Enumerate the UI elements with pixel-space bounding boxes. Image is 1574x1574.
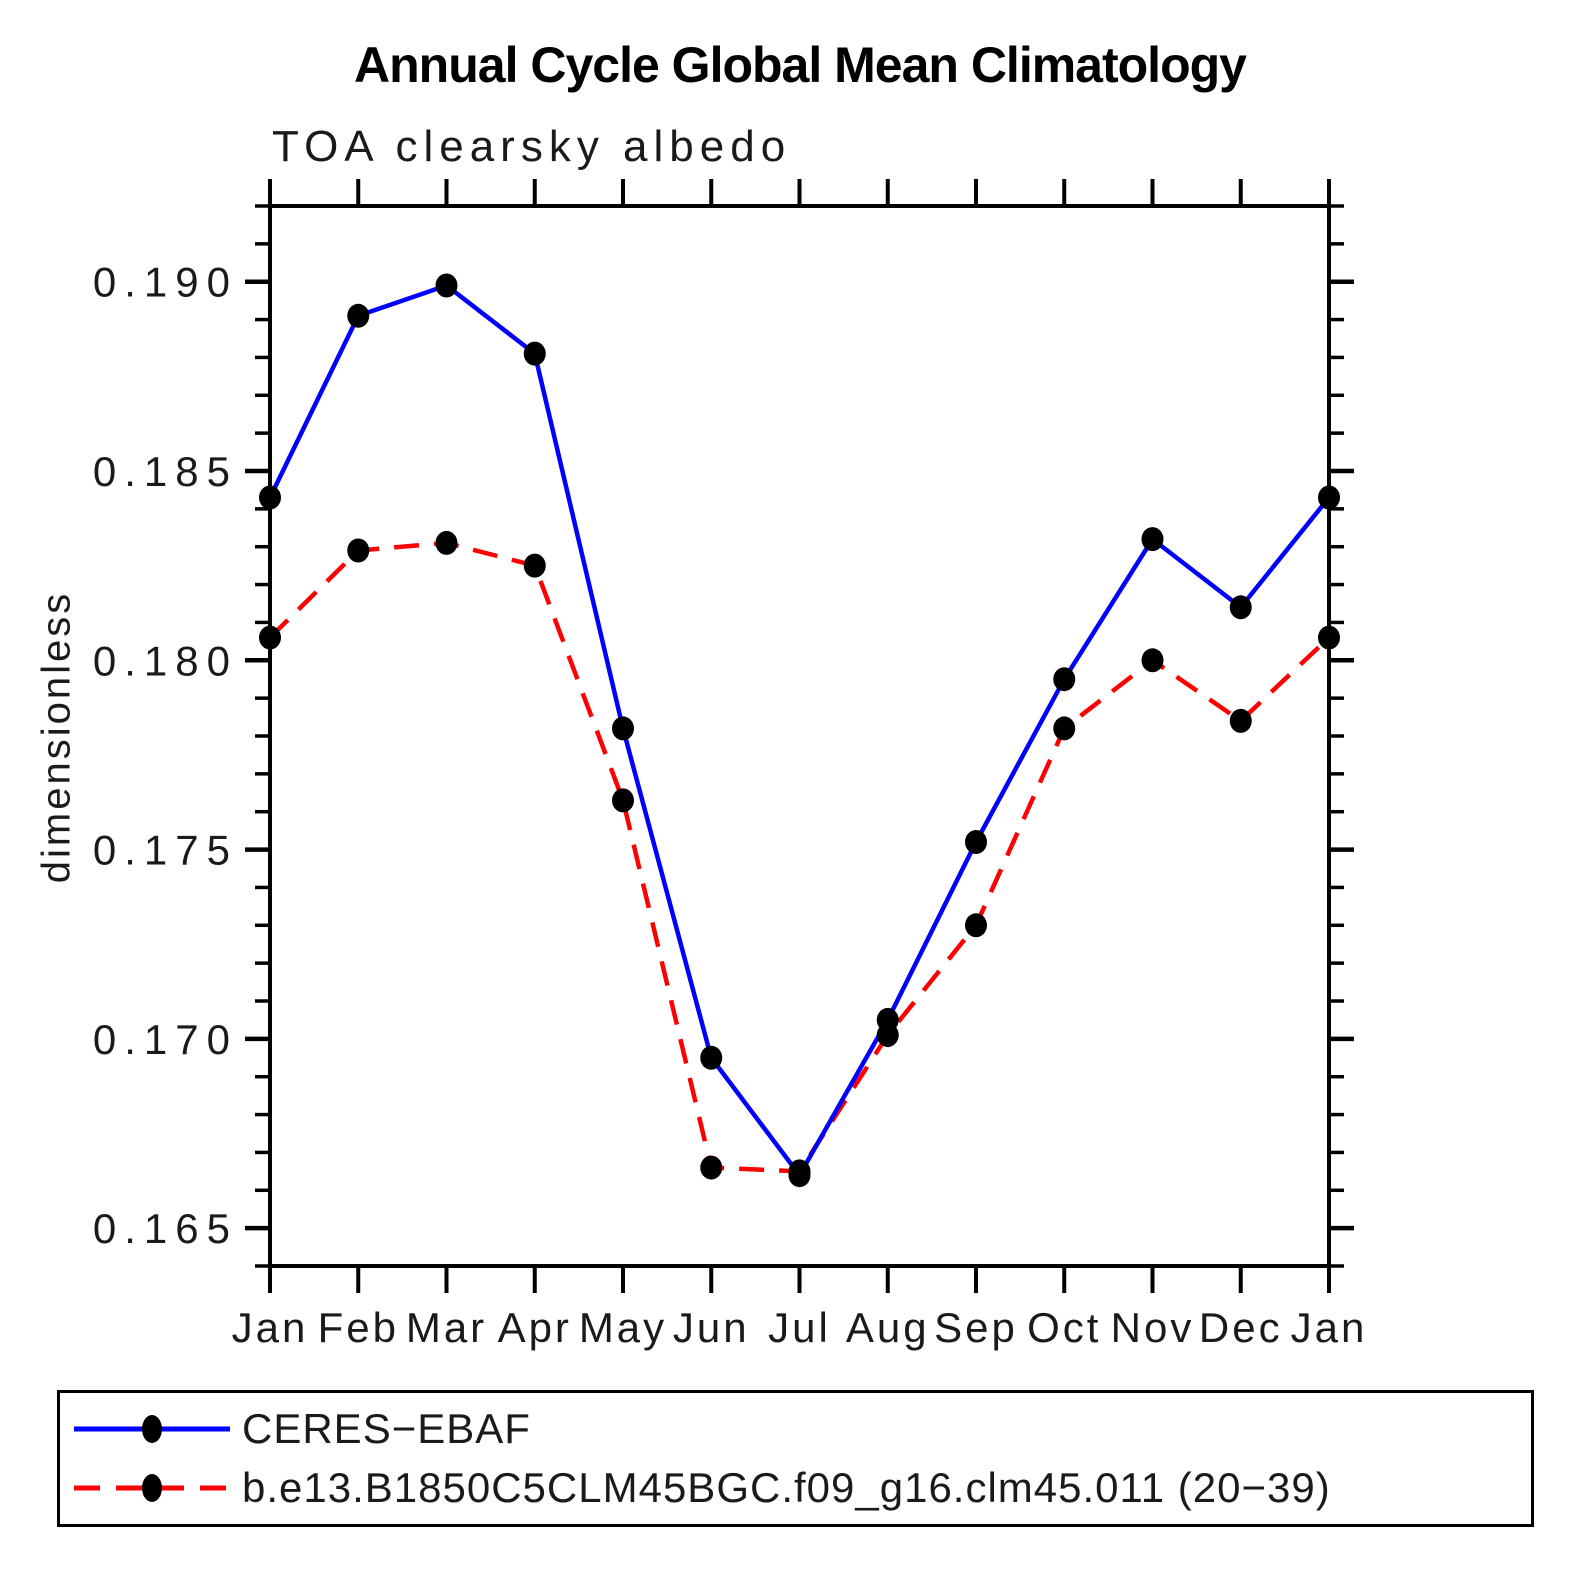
- data-point-marker: [347, 538, 370, 563]
- data-point-marker: [700, 1045, 723, 1070]
- x-tick-label: Feb: [318, 1304, 399, 1351]
- legend-line-sample: [74, 1414, 230, 1443]
- data-point-marker: [788, 1159, 811, 1184]
- data-point-marker: [1229, 595, 1252, 620]
- x-tick-label: Aug: [846, 1304, 930, 1351]
- legend-item-model: b.e13.B1850C5CLM45BGC.f09_g16.clm45.011 …: [68, 1464, 1531, 1512]
- x-tick-label: Jan: [232, 1304, 309, 1351]
- x-tick-label: Nov: [1111, 1304, 1195, 1351]
- y-tick-label: 0.175: [93, 827, 238, 874]
- plot-frame: [268, 204, 1331, 1268]
- data-point-marker: [876, 1023, 899, 1048]
- x-tick-label: Dec: [1199, 1304, 1283, 1351]
- y-tick-label: 0.170: [93, 1016, 238, 1063]
- x-tick-label: Jan: [1291, 1304, 1368, 1351]
- data-point-marker: [523, 553, 546, 578]
- data-point-marker: [259, 485, 281, 510]
- data-point-marker: [965, 913, 987, 938]
- legend-marker-icon: [142, 1414, 162, 1443]
- y-tick-label: 0.180: [93, 637, 238, 684]
- x-tick-label: Jun: [673, 1304, 750, 1351]
- data-point-marker: [347, 303, 370, 328]
- legend-label: CERES−EBAF: [242, 1404, 531, 1452]
- data-point-marker: [1141, 648, 1164, 673]
- data-point-marker: [1053, 667, 1076, 692]
- x-tick-label: Jul: [768, 1304, 831, 1351]
- y-tick-label: 0.190: [93, 259, 238, 306]
- y-tick-label: 0.185: [93, 448, 238, 495]
- data-point-marker: [612, 716, 634, 741]
- legend-label: b.e13.B1850C5CLM45BGC.f09_g16.clm45.011 …: [242, 1464, 1331, 1512]
- data-point-marker: [259, 625, 281, 650]
- legend-item-ceres: CERES−EBAF: [68, 1405, 1531, 1453]
- series-line-obs: [267, 282, 1331, 1180]
- legend-marker-icon: [142, 1474, 162, 1503]
- data-point-marker: [523, 341, 546, 366]
- chart-title: Annual Cycle Global Mean Climatology: [354, 37, 1247, 93]
- data-point-marker: [435, 530, 458, 555]
- data-point-marker: [1318, 485, 1340, 510]
- data-point-marker: [612, 788, 634, 813]
- chart-subtitle: TOA clearsky albedo: [272, 122, 792, 171]
- data-point-marker: [1141, 527, 1164, 552]
- y-tick-label: 0.165: [93, 1205, 238, 1252]
- data-point-marker: [1229, 708, 1252, 733]
- data-point-marker: [700, 1155, 723, 1180]
- legend-line-sample: [74, 1474, 230, 1503]
- data-point-marker: [435, 273, 458, 298]
- data-point-marker: [965, 830, 987, 854]
- legend: CERES−EBAF b.e13.B1850C5CLM45BGC.f09_g16…: [57, 1390, 1534, 1527]
- x-tick-label: Apr: [498, 1304, 572, 1351]
- x-tick-label: Oct: [1027, 1304, 1101, 1351]
- x-tick-label: Sep: [934, 1304, 1018, 1351]
- data-point-marker: [1053, 716, 1076, 741]
- data-point-marker: [1318, 625, 1340, 650]
- x-tick-label: May: [579, 1304, 667, 1351]
- x-tick-label: Mar: [406, 1304, 487, 1351]
- series-line-model: [268, 540, 1331, 1174]
